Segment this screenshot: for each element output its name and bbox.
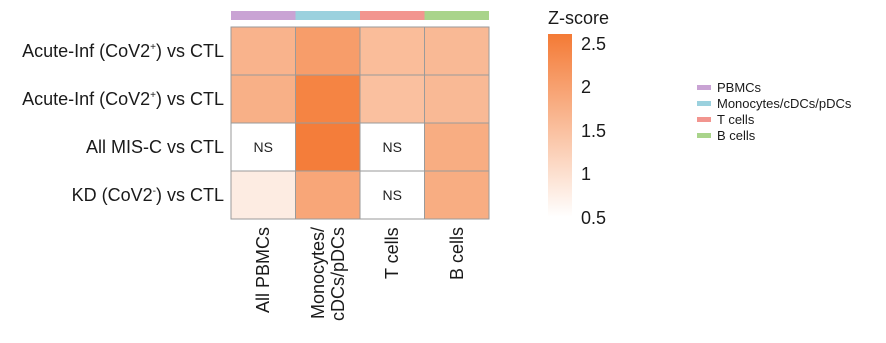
heatmap-cell xyxy=(230,122,296,172)
ns-label: NS xyxy=(383,139,402,155)
legend-item: Monocytes/cDCs/pDCs xyxy=(697,97,851,111)
legend-swatch xyxy=(697,117,711,123)
colorbar-tick-label: 1.5 xyxy=(581,120,607,141)
column-group-bar xyxy=(231,11,489,20)
colorbar-title: Z-score xyxy=(548,8,610,28)
legend-item: PBMCs xyxy=(697,81,761,95)
group-bar-2 xyxy=(295,11,360,20)
heatmap-cell xyxy=(295,170,361,220)
row-label: All MIS-C vs CTL xyxy=(85,137,224,157)
heatmap-cell xyxy=(424,170,490,220)
heatmap-cell xyxy=(359,26,425,76)
heatmap-cell xyxy=(359,74,425,124)
legend-swatch xyxy=(697,85,711,91)
legend-item: B cells xyxy=(697,129,755,143)
heatmap-cell xyxy=(230,74,296,124)
legend-swatch xyxy=(697,133,711,139)
heatmap-cells xyxy=(230,26,490,220)
colorbar-tick-label: 0.5 xyxy=(581,208,607,228)
colorbar-gradient xyxy=(548,34,572,217)
ns-label: NS xyxy=(383,187,402,203)
legend-label: Monocytes/cDCs/pDCs xyxy=(717,96,852,111)
group-bar-3 xyxy=(360,11,425,20)
row-label: Acute-Inf (CoV2+) vs CTL xyxy=(22,41,224,61)
column-label: T cells xyxy=(382,227,403,279)
heatmap-cell xyxy=(424,122,490,172)
legend-label: T cells xyxy=(717,112,755,127)
heatmap-cell xyxy=(359,122,425,172)
colorbar-tick-label: 2 xyxy=(581,77,592,98)
heatmap-cell xyxy=(359,170,425,220)
heatmap-cell xyxy=(295,74,361,124)
colorbar-tick-label: 1 xyxy=(581,164,592,185)
column-label: Monocytes/cDCs/pDCs xyxy=(307,226,348,321)
row-label: KD (CoV2-) vs CTL xyxy=(71,185,224,205)
group-bar-1 xyxy=(231,11,296,20)
column-label: All PBMCs xyxy=(253,226,274,313)
legend-label: PBMCs xyxy=(717,80,762,95)
heatmap-cell xyxy=(230,26,296,76)
heatmap-cell xyxy=(295,122,361,172)
group-bar-4 xyxy=(424,11,489,20)
legend-swatch xyxy=(697,101,711,107)
legend-label: B cells xyxy=(717,128,756,143)
heatmap-cell xyxy=(230,170,296,220)
heatmap-cell xyxy=(424,74,490,124)
legend-item: T cells xyxy=(697,113,754,127)
row-label: Acute-Inf (CoV2+) vs CTL xyxy=(22,89,224,109)
heatmap-cell xyxy=(295,26,361,76)
heatmap-cell xyxy=(424,26,490,76)
colorbar-tick-label: 2.5 xyxy=(581,33,607,54)
ns-labels: NS NS NS xyxy=(254,139,402,203)
column-label: B cells xyxy=(446,226,467,280)
ns-label: NS xyxy=(254,139,273,155)
